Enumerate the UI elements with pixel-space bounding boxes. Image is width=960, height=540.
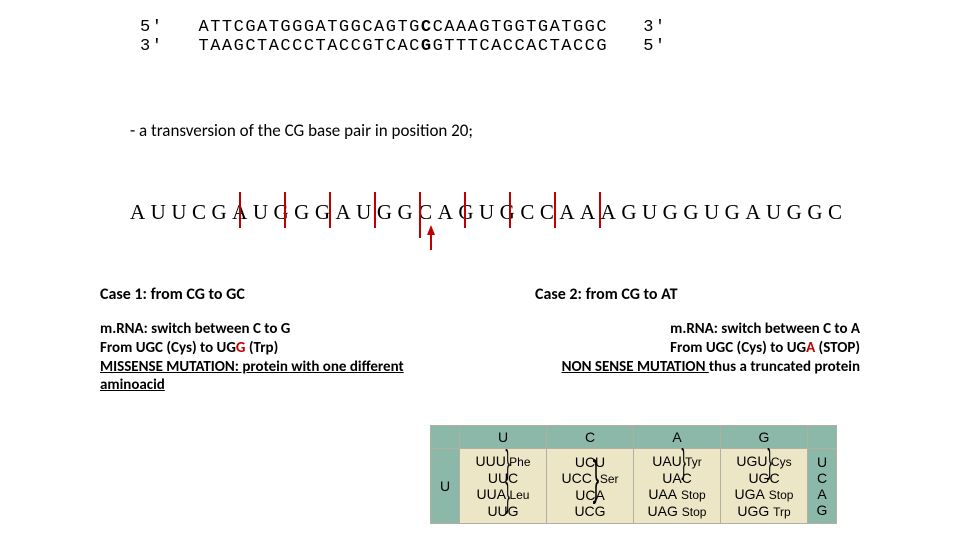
case2-title: Case 2: from CG to AT: [535, 285, 678, 304]
rna-diagram: AUUCGAUGGGAUGGCAGUGCCAAAGUGGUGAUGGC: [130, 195, 670, 250]
col-head: A: [634, 426, 721, 449]
codon-cell-A: UAU}Tyr UAC UAA Stop UAG Stop: [634, 449, 721, 524]
codon-table: U C A G U UUU}Phe UUC UUA}Leu UUG UCU UC…: [430, 425, 837, 524]
dna-duplex: 5' ATTCGATGGGATGGCAGTGCCAAAGTGGTGATGGC 3…: [140, 18, 667, 56]
col-head: U: [460, 426, 547, 449]
codon-cell-G: UGU}Cys UGC UGA Stop UGG Trp: [721, 449, 808, 524]
row-stub: U: [431, 449, 460, 524]
dna-bottom-strand: 3' TAAGCTACCCTACCGTCACGGTTTCACCACTACCG 5…: [140, 37, 667, 56]
table-row: U UUU}Phe UUC UUA}Leu UUG UCU UCC}Ser UC…: [431, 449, 837, 524]
dna-top-strand: 5' ATTCGATGGGATGGCAGTGCCAAAGTGGTGATGGC 3…: [140, 18, 667, 37]
col-head: G: [721, 426, 808, 449]
side-cell: U C A G: [808, 449, 837, 524]
transversion-note: - a transversion of the CG base pair in …: [130, 120, 473, 141]
rna-sequence: AUUCGAUGGGAUGGCAGUGCCAAAGUGGUGAUGGC: [130, 200, 848, 225]
case2-body: m.RNA: switch between C to A From UGC (C…: [520, 320, 860, 376]
codon-cell-C: UCU UCC}Ser UCA UCG: [547, 449, 634, 524]
col-head: C: [547, 426, 634, 449]
case1-title: Case 1: from CG to GC: [100, 285, 245, 304]
codon-cell-U: UUU}Phe UUC UUA}Leu UUG: [460, 449, 547, 524]
mutation-arrow-icon: [427, 225, 435, 235]
table-header-row: U C A G: [431, 426, 837, 449]
case1-body: m.RNA: switch between C to G From UGC (C…: [100, 320, 420, 395]
